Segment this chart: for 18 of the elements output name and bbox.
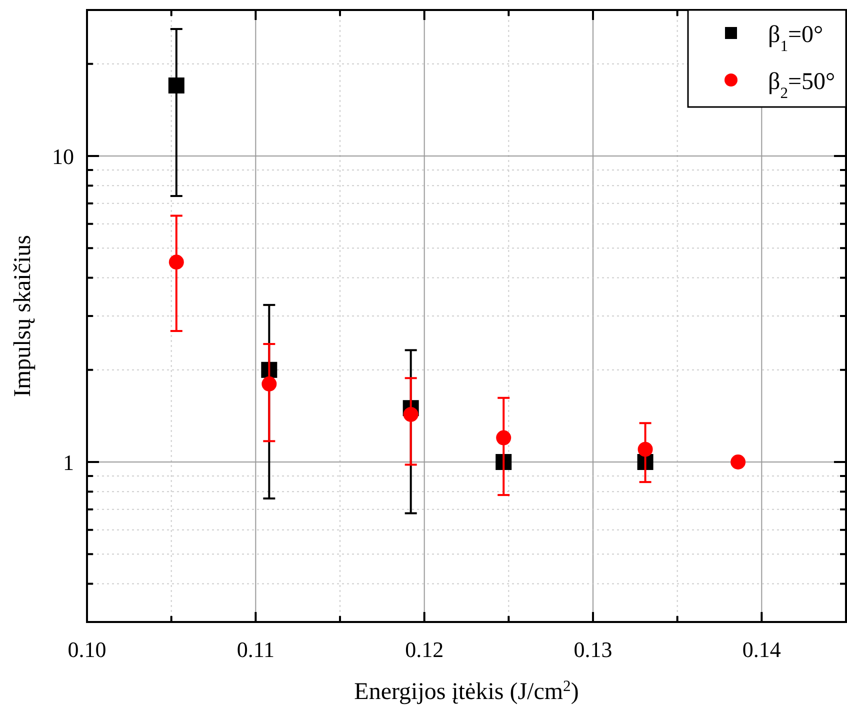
x-tick-label: 0.12: [405, 637, 444, 662]
x-tick-label: 0.11: [236, 637, 275, 662]
x-axis-title: Energijos įtėkis (J/cm$^{2}$): [354, 678, 579, 705]
x-tick-label: 0.10: [68, 637, 106, 662]
point: [638, 442, 653, 457]
legend-label: β$_{2}$=50°: [768, 69, 836, 102]
y-axis-title: Impulsų skaičius: [10, 235, 36, 397]
point: [403, 406, 418, 422]
x-tick-label: 0.13: [574, 637, 612, 662]
point: [168, 77, 184, 94]
y-tick-label: 1: [63, 450, 74, 475]
point: [730, 454, 746, 470]
y-tick-label: 10: [52, 144, 74, 169]
point: [168, 254, 184, 270]
legend-label: β$_{1}$=0°: [768, 22, 824, 54]
point: [262, 376, 277, 392]
x-tick-label: 0.14: [742, 637, 781, 662]
point: [496, 430, 512, 446]
